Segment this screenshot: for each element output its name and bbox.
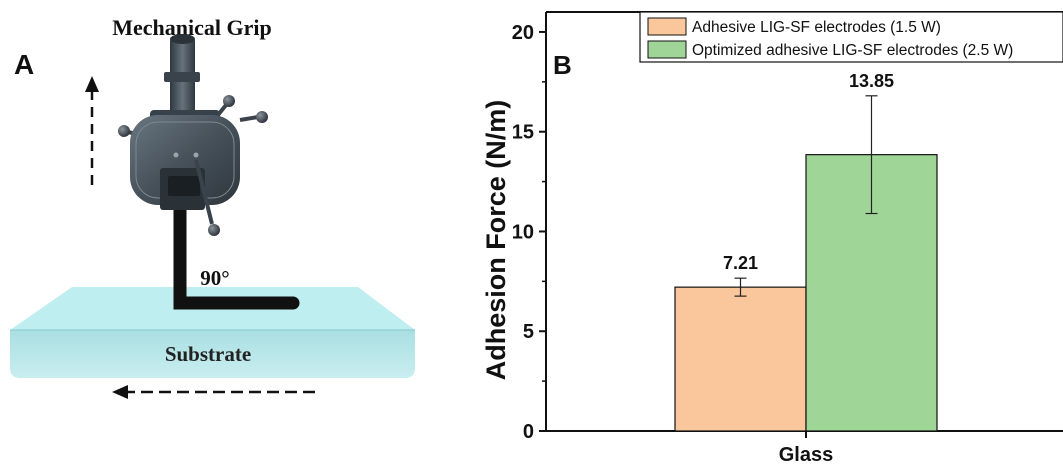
legend-swatch-1 [647,17,687,36]
bar-1 [674,286,807,432]
legend-entry-1: Adhesive LIG-SF electrodes (1.5 W) [692,19,941,36]
data-label-1: 7.21 [723,253,758,273]
panel-a-label: A [14,49,34,80]
panel-b-label: B [553,50,572,80]
legend-swatch-2 [647,40,687,59]
mechanical-grip-icon [118,34,268,236]
legend-box [639,11,1063,63]
y-tick-label: 20 [512,22,534,44]
y-tick-label: 10 [512,221,534,243]
panel-b-chart: B Adhesion Force (N/m) 0 5 10 15 20 7.21 13.85… [481,11,1063,464]
y-tick-label: 0 [523,421,534,443]
x-tick-label: Glass [779,444,833,464]
legend: Adhesive LIG-SF electrodes (1.5 W) Optimi… [639,11,1063,63]
y-tick-label: 15 [512,122,534,144]
panel-a-schematic: A Mechanical Grip Substrate 90° [10,15,415,399]
plot-area: 0 5 10 15 20 7.21 13.85 Glass [512,11,1063,464]
substrate-label: Substrate [165,342,251,366]
y-tick-label: 5 [523,321,534,343]
peeled-film [173,198,300,310]
substrate-direction-arrow-icon [112,385,315,399]
y-axis-label: Adhesion Force (N/m) [481,100,511,381]
angle-label: 90° [200,266,229,290]
pull-direction-arrow-icon [85,76,99,185]
data-label-2: 13.85 [849,71,894,91]
legend-entry-2: Optimized adhesive LIG-SF electrodes (2.… [692,42,1013,59]
